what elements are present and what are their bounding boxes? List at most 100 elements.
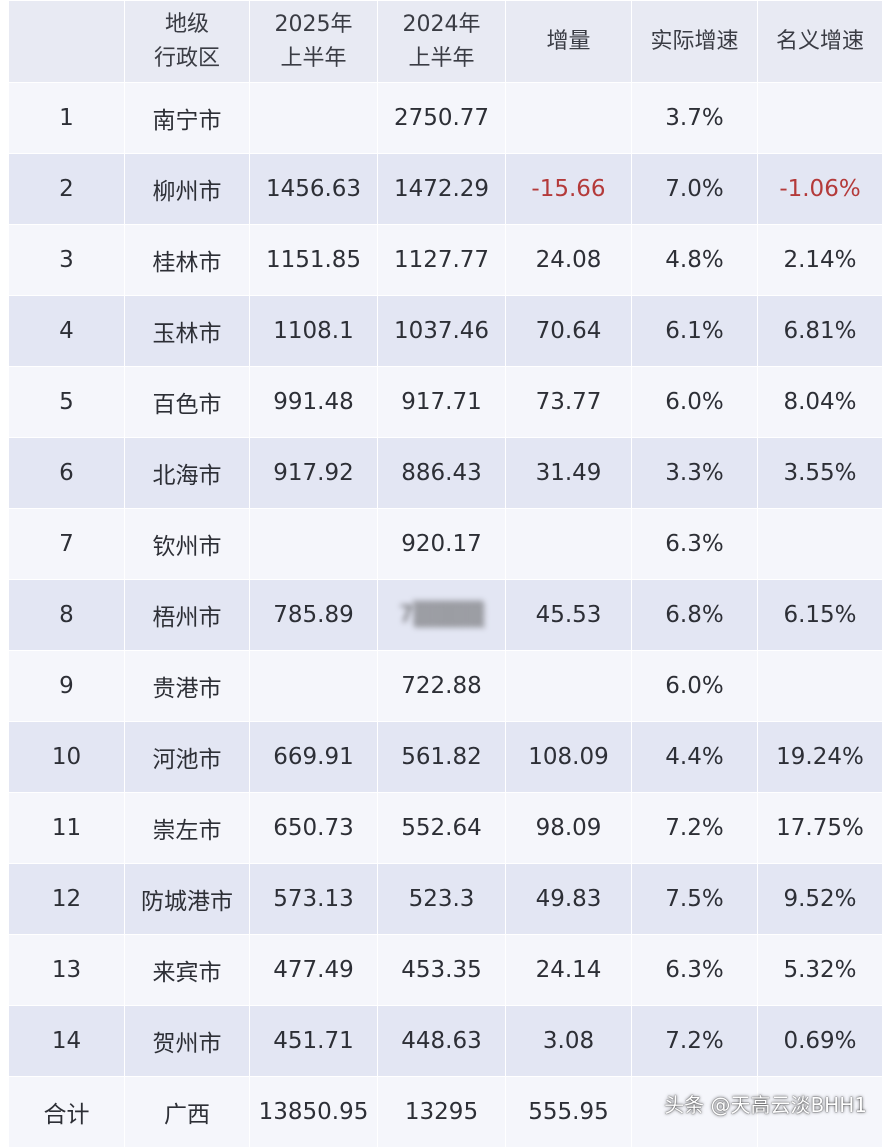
gdp-2025-cell: 785.89 <box>249 579 378 651</box>
gdp-2024-cell: 722.88 <box>377 650 506 722</box>
nominal-growth-cell <box>757 82 883 154</box>
gdp-2024-cell: 523.3 <box>377 863 506 935</box>
rank-cell: 2 <box>8 153 125 225</box>
increment-cell: -15.66 <box>505 153 632 225</box>
table-body: 1 南宁市 2750.77 3.7% 2 柳州市 1456.63 1472.29 -15.66 7… <box>8 82 883 1148</box>
rank-cell: 6 <box>8 437 125 509</box>
table-row: 14 贺州市 451.71 448.63 3.08 7.2% 0.69% <box>8 1005 883 1077</box>
gdp-2025-cell: 477.49 <box>249 934 378 1006</box>
rank-cell: 12 <box>8 863 125 935</box>
real-growth-cell: 6.3% <box>631 934 758 1006</box>
table-row: 9 贵港市 722.88 6.0% <box>8 650 883 722</box>
gdp-2025-cell: 917.92 <box>249 437 378 509</box>
rank-cell: 7 <box>8 508 125 580</box>
total-gdp-2025-cell: 13850.95 <box>249 1076 378 1148</box>
gdp-2024-cell: 920.17 <box>377 508 506 580</box>
gdp-2024-cell: 448.63 <box>377 1005 506 1077</box>
nominal-growth-cell: 5.32% <box>757 934 883 1006</box>
region-cell: 南宁市 <box>124 82 250 154</box>
gdp-2024-cell: 561.82 <box>377 721 506 793</box>
region-cell: 河池市 <box>124 721 250 793</box>
rank-cell: 3 <box>8 224 125 296</box>
gdp-2025-cell: 669.91 <box>249 721 378 793</box>
increment-cell <box>505 650 632 722</box>
increment-cell <box>505 82 632 154</box>
rank-cell: 14 <box>8 1005 125 1077</box>
region-cell: 桂林市 <box>124 224 250 296</box>
watermark: 头条 @天高云淡BHH1 <box>664 1093 867 1117</box>
gdp-2024-cell: 886.43 <box>377 437 506 509</box>
nominal-growth-cell: 9.52% <box>757 863 883 935</box>
rank-cell: 13 <box>8 934 125 1006</box>
increment-cell: 98.09 <box>505 792 632 864</box>
nominal-growth-cell: 19.24% <box>757 721 883 793</box>
real-growth-cell: 6.8% <box>631 579 758 651</box>
region-cell: 北海市 <box>124 437 250 509</box>
gdp-2025-cell: 991.48 <box>249 366 378 438</box>
total-rank-cell: 合计 <box>8 1076 125 1148</box>
rank-cell: 9 <box>8 650 125 722</box>
total-real-growth-cell <box>631 1076 758 1148</box>
total-gdp-2024-cell: 13295 <box>377 1076 506 1148</box>
h1-2025-header: 2025年 上半年 <box>249 0 378 83</box>
blurred-value: 7▒▒▒▒ <box>398 602 485 628</box>
increment-cell: 45.53 <box>505 579 632 651</box>
gdp-2024-cell: 1472.29 <box>377 153 506 225</box>
increment-cell: 70.64 <box>505 295 632 367</box>
nominal-growth-cell: 6.15% <box>757 579 883 651</box>
gdp-2024-cell: 2750.77 <box>377 82 506 154</box>
nominal-growth-cell: 8.04% <box>757 366 883 438</box>
gdp-2025-cell: 1151.85 <box>249 224 378 296</box>
gdp-2025-cell: 1108.1 <box>249 295 378 367</box>
increment-cell: 49.83 <box>505 863 632 935</box>
gdp-2025-cell <box>249 508 378 580</box>
table-header-row: 地级 行政区 2025年 上半年 2024年 上半年 增量 实际增速 名义增速 <box>8 0 883 83</box>
nominal-growth-cell: -1.06% <box>757 153 883 225</box>
gdp-2025-cell <box>249 82 378 154</box>
nominal-growth-cell <box>757 650 883 722</box>
total-nominal-growth-cell <box>757 1076 883 1148</box>
table-row: 8 梧州市 785.89 7▒▒▒▒ 45.53 6.8% 6.15% <box>8 579 883 651</box>
rank-cell: 1 <box>8 82 125 154</box>
increment-cell: 73.77 <box>505 366 632 438</box>
gdp-2025-cell: 451.71 <box>249 1005 378 1077</box>
gdp-table: 地级 行政区 2025年 上半年 2024年 上半年 增量 实际增速 名义增速 1 南宁市 2750… <box>8 0 883 1148</box>
rank-cell: 10 <box>8 721 125 793</box>
region-cell: 贵港市 <box>124 650 250 722</box>
gdp-2025-cell: 573.13 <box>249 863 378 935</box>
real-growth-cell: 6.3% <box>631 508 758 580</box>
real-growth-cell: 3.7% <box>631 82 758 154</box>
nominal-growth-cell: 0.69% <box>757 1005 883 1077</box>
gdp-2024-cell: 1127.77 <box>377 224 506 296</box>
total-row: 合计 广西 13850.95 13295 555.95 <box>8 1076 883 1148</box>
gdp-2024-cell: 1037.46 <box>377 295 506 367</box>
total-increment-cell: 555.95 <box>505 1076 632 1148</box>
rank-cell: 11 <box>8 792 125 864</box>
increment-cell: 3.08 <box>505 1005 632 1077</box>
h1-2024-header: 2024年 上半年 <box>377 0 506 83</box>
table-row: 1 南宁市 2750.77 3.7% <box>8 82 883 154</box>
nominal-growth-cell: 6.81% <box>757 295 883 367</box>
table-row: 4 玉林市 1108.1 1037.46 70.64 6.1% 6.81% <box>8 295 883 367</box>
total-region-cell: 广西 <box>124 1076 250 1148</box>
rank-cell: 5 <box>8 366 125 438</box>
nominal-growth-cell: 17.75% <box>757 792 883 864</box>
region-cell: 崇左市 <box>124 792 250 864</box>
nominal-growth-header: 名义增速 <box>757 0 883 83</box>
real-growth-cell: 7.2% <box>631 792 758 864</box>
real-growth-cell: 7.5% <box>631 863 758 935</box>
table-row: 12 防城港市 573.13 523.3 49.83 7.5% 9.52% <box>8 863 883 935</box>
region-cell: 钦州市 <box>124 508 250 580</box>
increment-cell <box>505 508 632 580</box>
rank-cell: 4 <box>8 295 125 367</box>
region-cell: 梧州市 <box>124 579 250 651</box>
increment-cell: 108.09 <box>505 721 632 793</box>
nominal-growth-cell <box>757 508 883 580</box>
real-growth-header: 实际增速 <box>631 0 758 83</box>
gdp-2024-cell: 917.71 <box>377 366 506 438</box>
gdp-2024-cell: 453.35 <box>377 934 506 1006</box>
real-growth-cell: 3.3% <box>631 437 758 509</box>
region-cell: 来宾市 <box>124 934 250 1006</box>
table-row: 10 河池市 669.91 561.82 108.09 4.4% 19.24% <box>8 721 883 793</box>
table-row: 5 百色市 991.48 917.71 73.77 6.0% 8.04% <box>8 366 883 438</box>
